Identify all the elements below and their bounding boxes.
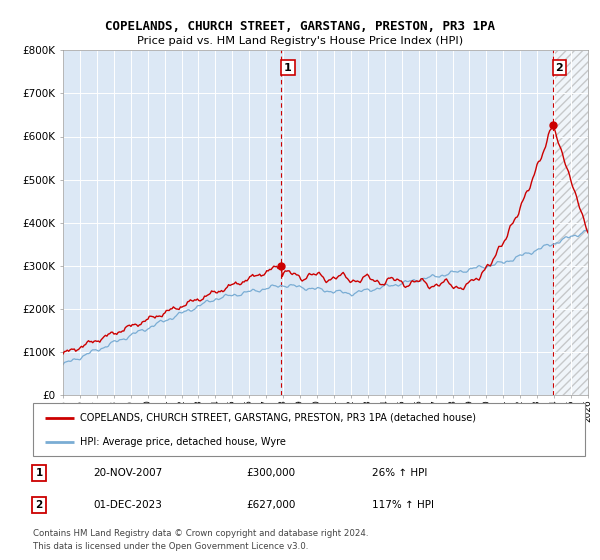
Text: Contains HM Land Registry data © Crown copyright and database right 2024.
This d: Contains HM Land Registry data © Crown c… xyxy=(33,529,368,550)
Text: Price paid vs. HM Land Registry's House Price Index (HPI): Price paid vs. HM Land Registry's House … xyxy=(137,36,463,46)
Text: COPELANDS, CHURCH STREET, GARSTANG, PRESTON, PR3 1PA (detached house): COPELANDS, CHURCH STREET, GARSTANG, PRES… xyxy=(80,413,476,423)
Text: 20-NOV-2007: 20-NOV-2007 xyxy=(93,468,162,478)
Text: 1: 1 xyxy=(284,63,292,73)
Text: 01-DEC-2023: 01-DEC-2023 xyxy=(93,500,162,510)
Text: COPELANDS, CHURCH STREET, GARSTANG, PRESTON, PR3 1PA: COPELANDS, CHURCH STREET, GARSTANG, PRES… xyxy=(105,20,495,32)
Text: 2: 2 xyxy=(556,63,563,73)
Text: £627,000: £627,000 xyxy=(246,500,295,510)
Text: 2: 2 xyxy=(35,500,43,510)
FancyBboxPatch shape xyxy=(33,403,585,456)
Text: HPI: Average price, detached house, Wyre: HPI: Average price, detached house, Wyre xyxy=(80,437,286,447)
Text: 26% ↑ HPI: 26% ↑ HPI xyxy=(372,468,427,478)
Text: 1: 1 xyxy=(35,468,43,478)
Bar xyxy=(553,50,600,395)
Bar xyxy=(553,50,596,395)
Text: £300,000: £300,000 xyxy=(246,468,295,478)
Text: 117% ↑ HPI: 117% ↑ HPI xyxy=(372,500,434,510)
